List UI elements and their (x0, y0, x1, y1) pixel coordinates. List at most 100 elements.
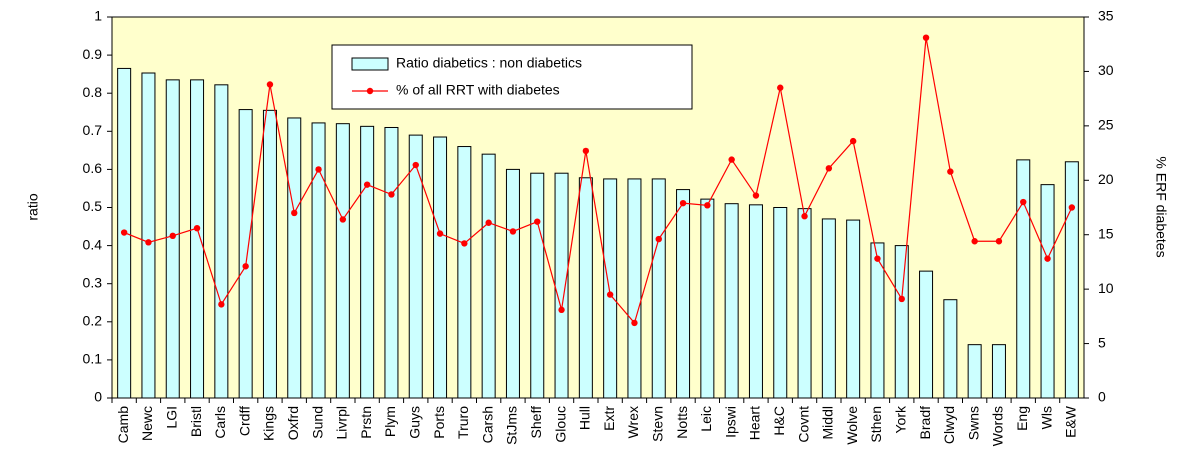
bar (967, 344, 982, 399)
point (193, 224, 201, 232)
point (169, 232, 176, 240)
x-tick-label: LGI (163, 406, 179, 429)
point (704, 202, 711, 209)
bar (190, 79, 205, 399)
legend-label: Ratio diabetics : non diabetics (396, 55, 582, 71)
x-tick-label: Ports (431, 406, 447, 439)
x-tick-label: Glouc (552, 406, 568, 443)
bar (360, 125, 375, 399)
y-tick-label: 0.3 (83, 274, 103, 290)
x-tick-label: Crdff (236, 406, 252, 436)
point (388, 191, 395, 198)
y2-tick-label: 35 (1098, 8, 1114, 24)
bar (238, 109, 253, 399)
x-tick-label: Notts (674, 406, 690, 439)
bar (530, 172, 545, 399)
point (145, 239, 152, 246)
point (777, 84, 784, 91)
y-tick-label: 0.1 (83, 351, 103, 367)
point (971, 238, 978, 245)
bar (311, 122, 326, 399)
x-tick-label: H&C (771, 406, 787, 436)
point (947, 168, 954, 175)
x-tick-label: Extr (601, 406, 617, 431)
x-tick-label: Wrex (625, 406, 641, 438)
point (922, 34, 930, 41)
point (461, 240, 468, 247)
y-axis-label: ratio (25, 193, 41, 220)
point (291, 209, 298, 217)
y2-tick-label: 15 (1098, 225, 1114, 241)
x-tick-label: Plym (382, 406, 398, 437)
bar (943, 299, 958, 399)
point (266, 81, 274, 88)
point (995, 238, 1003, 245)
x-tick-label: Carls (212, 406, 228, 439)
y-tick-label: 0.4 (83, 236, 103, 252)
y-tick-label: 0 (94, 389, 102, 405)
x-tick-label: Sund (309, 406, 325, 439)
y-tick-label: 0.5 (83, 198, 103, 214)
point (728, 156, 735, 163)
bar (384, 126, 399, 399)
point (315, 166, 322, 173)
bar (846, 219, 861, 399)
point (898, 295, 905, 303)
bar (408, 134, 423, 399)
x-tick-label: Ipswi (722, 406, 738, 438)
x-tick-label: Leic (698, 406, 714, 432)
legend-swatch (351, 57, 389, 71)
bar (700, 198, 715, 399)
x-tick-label: Covnt (795, 406, 811, 443)
bar (1064, 161, 1079, 399)
y2-tick-label: 0 (1098, 389, 1106, 405)
x-tick-label: Bristl (188, 406, 204, 437)
y-tick-label: 0.8 (83, 84, 103, 100)
bar (457, 146, 472, 399)
bar (773, 207, 788, 399)
x-tick-label: Sheff (528, 406, 544, 439)
point (801, 213, 808, 220)
point (120, 229, 128, 236)
point (1068, 204, 1076, 211)
point (242, 263, 249, 270)
x-tick-label: Eng (1014, 406, 1030, 431)
x-tick-label: Carsh (479, 406, 495, 443)
x-tick-label: Guys (406, 406, 422, 439)
bar (797, 208, 812, 399)
point (509, 228, 517, 235)
x-tick-label: York (892, 405, 908, 434)
x-tick-label: Kings (261, 406, 277, 441)
bar (554, 172, 569, 399)
point (534, 218, 541, 225)
x-tick-label: Oxfrd (285, 406, 301, 440)
y-tick-label: 0.2 (83, 313, 103, 329)
y-tick-label: 1 (94, 8, 102, 24)
bar (433, 136, 448, 399)
bar (603, 178, 618, 399)
legend-box (331, 44, 693, 110)
bar (505, 168, 520, 399)
x-tick-label: Bradf (917, 406, 933, 440)
bar (481, 153, 496, 399)
bar (821, 218, 836, 399)
point (582, 147, 590, 155)
point (412, 161, 419, 169)
x-tick-label: Swns (965, 406, 981, 440)
x-tick-label: Heart (747, 406, 763, 440)
x-tick-label: E&W (1063, 405, 1079, 438)
bar (991, 344, 1006, 399)
y-tick-label: 0.7 (83, 122, 103, 138)
y2-tick-label: 30 (1098, 62, 1114, 78)
y-tick-label: 0.9 (83, 46, 103, 62)
point (218, 301, 225, 308)
bar (262, 109, 277, 399)
bar (1040, 184, 1055, 399)
bar (287, 117, 302, 399)
bar (578, 177, 593, 399)
point (339, 216, 347, 223)
bar (335, 123, 350, 399)
bar (676, 189, 691, 399)
x-tick-label: Wolve (844, 406, 860, 445)
bar (894, 245, 909, 399)
